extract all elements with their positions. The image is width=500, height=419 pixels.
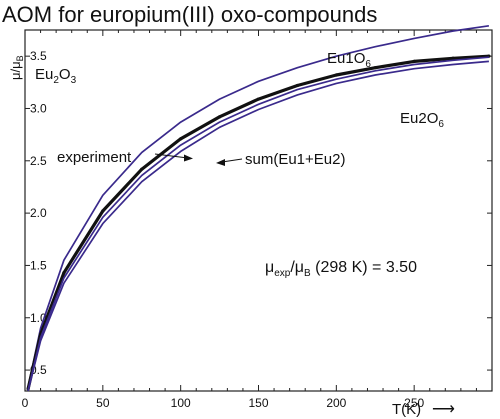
y-tick-label: 2.0 (30, 206, 47, 220)
eu1o6-label: Eu1O6 (327, 50, 371, 70)
sum-arrow (221, 158, 243, 163)
experiment-point (373, 66, 377, 70)
experiment-point (217, 115, 222, 119)
eu2o6-label: Eu2O6 (400, 110, 444, 130)
experiment-point (179, 137, 183, 141)
y-tick-label: 2.5 (30, 154, 47, 168)
experiment-point (140, 167, 144, 171)
x-axis-label: T(K) (392, 401, 421, 418)
y-tick-label: 3.0 (30, 101, 47, 115)
experiment-point (334, 73, 338, 77)
series-sum-eu1-eu2-line (27, 56, 489, 391)
x-axis-ticks: 0 50 100 150 200 250 (22, 30, 493, 410)
compound-label: Eu2O3 (35, 66, 77, 86)
series-experiment-line (26, 54, 489, 390)
experiment-arrow (154, 153, 189, 159)
x-tick-label: 150 (248, 396, 268, 410)
series-layer (26, 24, 491, 392)
sum-arrowhead (216, 159, 225, 166)
experiment-point (295, 83, 300, 88)
experiment-point (451, 56, 455, 60)
series-eu2o6-line (27, 60, 489, 392)
plot-frame (24, 29, 493, 392)
sum-label: sum(Eu1+Eu2) (245, 151, 345, 168)
y-axis-label: μ/μB (8, 55, 25, 80)
y-axis-ticks: 0.51.01.52.02.53.03.5 (25, 49, 492, 377)
mu-annotation: μexp/μB (298 K) = 3.50 (265, 259, 417, 279)
x-axis-arrow: ⟶ (432, 401, 455, 418)
chart-title: AOM for europium(III) oxo-compounds (2, 2, 377, 27)
experiment-arrowhead (184, 154, 193, 162)
x-tick-label: 200 (326, 396, 346, 410)
experiment-point (256, 97, 261, 101)
series-eu1o6-line (27, 24, 490, 387)
experiment-point (62, 271, 66, 275)
y-tick-label: 3.5 (30, 49, 47, 63)
x-tick-label: 250 (404, 396, 424, 410)
experiment-point (101, 209, 105, 213)
x-tick-label: 0 (22, 396, 29, 410)
x-tick-label: 50 (96, 396, 110, 410)
y-tick-label: 1.5 (30, 258, 47, 272)
experiment-point (412, 59, 416, 63)
x-tick-label: 100 (171, 396, 191, 410)
experiment-label: experiment (57, 149, 132, 166)
